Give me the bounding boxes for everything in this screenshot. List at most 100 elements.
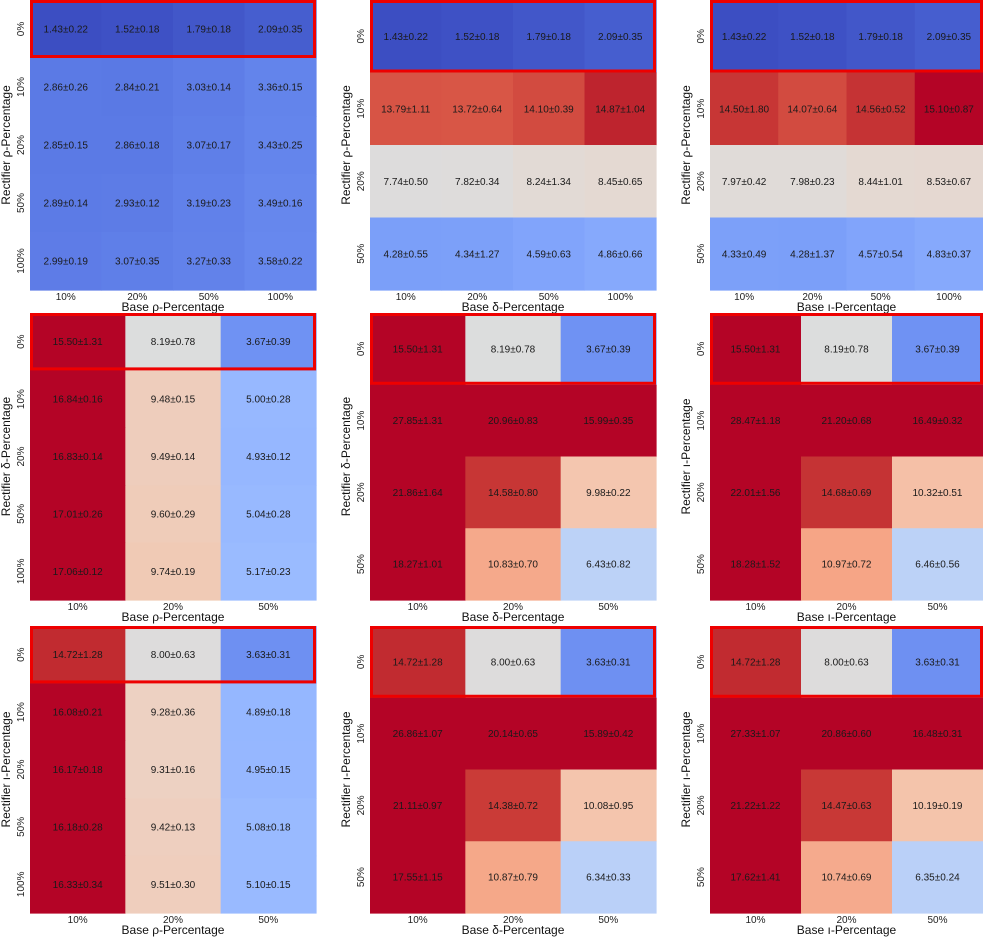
x-tick-label: 20% [802,292,822,303]
x-axis-label: Base ρ-Percentage [122,610,225,624]
heatmap-cell [892,626,983,699]
y-tick-label: 50% [696,244,707,264]
cell-value-label: 8.24±1.34 [527,177,572,188]
cell-value-label: 4.86±0.66 [598,249,643,260]
y-tick-label: 50% [16,817,27,837]
heatmap-cell [513,217,586,291]
cell-value-label: 21.11±0.97 [393,801,443,812]
cell-value-label: 16.18±0.28 [53,822,103,833]
heatmap-cell [710,769,802,842]
cell-value-label: 2.86±0.26 [44,83,89,94]
x-tick-label: 50% [199,292,219,303]
cell-value-label: 10.74±0.69 [822,873,872,884]
cell-value-label: 13.72±0.64 [452,104,502,115]
heatmap-cell [244,232,317,291]
cell-value-label: 3.63±0.31 [246,650,291,661]
y-tick-label: 0% [696,655,707,670]
heatmap-cell [220,485,317,544]
heatmap-cell [584,72,657,146]
x-axis-label: Base ı-Percentage [797,610,897,624]
cell-value-label: 14.56±0.52 [856,104,906,115]
cell-value-label: 4.89±0.18 [246,708,291,719]
cell-value-label: 18.27±1.01 [393,560,443,571]
heatmap-cell [560,528,657,601]
heatmap-panel-6: 15.50±1.31 8.19±0.78 3.67±0.39 28.47±1.18 21… [679,313,983,624]
heatmap-cell [125,485,222,544]
cell-value-label: 1.52±0.18 [790,32,835,43]
baseline-highlight-box [30,626,316,684]
cell-value-label: 16.48±0.31 [913,729,963,740]
heatmap-cell [801,528,893,601]
x-tick-label: 20% [503,602,523,613]
cell-value-label: 3.63±0.31 [915,657,960,668]
cell-value-label: 5.04±0.28 [246,509,291,520]
cell-value-label: 3.19±0.23 [187,199,232,210]
cell-value-label: 1.79±0.18 [527,32,572,43]
cell-value-label: 9.74±0.19 [151,567,196,578]
cell-value-label: 3.67±0.39 [915,344,960,355]
cell-value-label: 14.58±0.80 [488,488,538,499]
y-tick-label: 10% [696,411,707,431]
cell-value-label: 15.99±0.35 [583,416,633,427]
baseline-highlight-box [30,313,316,371]
cell-value-label: 6.43±0.82 [586,560,631,571]
cell-value-label: 26.86±1.07 [393,729,443,740]
heatmap-cell [892,456,983,529]
cell-value-label: 15.50±1.31 [393,344,443,355]
heatmap-cell [244,116,317,175]
y-tick-label: 0% [356,29,367,44]
y-tick-label: 100% [16,248,27,274]
heatmap-cell [584,0,657,74]
y-tick-label: 50% [696,867,707,887]
x-tick-label: 20% [836,915,856,926]
x-tick-label: 20% [467,292,487,303]
cell-value-label: 10.19±0.19 [913,801,963,812]
cell-value-label: 27.33±1.07 [731,729,781,740]
cell-value-label: 4.33±0.49 [722,249,767,260]
heatmap-cell [560,769,657,842]
y-tick-label: 0% [16,647,27,662]
heatmap-cell [465,626,562,699]
x-tick-label: 100% [936,292,962,303]
y-axis-label: Rectifier ı-Percentage [339,711,353,827]
cell-value-label: 1.43±0.22 [44,25,89,36]
heatmap-cell [710,626,802,699]
x-tick-label: 50% [258,915,278,926]
y-tick-label: 0% [16,334,27,349]
heatmap-cell [465,697,562,771]
cell-value-label: 8.00±0.63 [824,657,869,668]
heatmap-cell [30,626,126,684]
heatmap-panel-3: 1.43±0.22 1.52±0.18 1.79±0.18 2.09±0.35 14.5… [679,0,983,314]
x-tick-label: 50% [598,915,618,926]
heatmap-cell [801,841,893,914]
heatmap-cell [560,626,657,699]
heatmap-panel-2: 1.43±0.22 1.52±0.18 1.79±0.18 2.09±0.35 13.7… [339,0,657,314]
baseline-highlight-box [710,626,983,698]
cell-value-label: 2.09±0.35 [258,25,303,36]
x-tick-label: 10% [408,602,428,613]
cell-value-label: 2.89±0.14 [44,199,89,210]
x-tick-label: 10% [745,602,765,613]
y-tick-label: 0% [16,22,27,37]
heatmap-cell [370,313,466,386]
heatmap-cell [173,116,246,175]
cell-value-label: 14.47±0.63 [822,801,872,812]
y-tick-label: 20% [16,446,27,466]
heatmap-cell [892,769,983,842]
cell-value-label: 1.52±0.18 [115,25,160,36]
heatmap-cell [30,370,126,429]
y-tick-label: 50% [16,504,27,524]
baseline-highlight-box [370,313,656,385]
cell-value-label: 8.00±0.63 [491,657,536,668]
y-axis-label: Rectifier ρ-Percentage [339,85,353,205]
cell-value-label: 3.43±0.25 [258,141,303,152]
cell-value-label: 16.49±0.32 [913,416,963,427]
y-tick-label: 10% [16,77,27,97]
cell-value-label: 7.74±0.50 [384,177,429,188]
cell-value-label: 5.10±0.15 [246,880,291,891]
cell-value-label: 3.63±0.31 [586,657,631,668]
heatmap-panel-8: 14.72±1.28 8.00±0.63 3.63±0.31 26.86±1.07 20… [339,626,657,937]
x-tick-label: 50% [871,292,891,303]
cell-value-label: 15.50±1.31 [731,344,781,355]
heatmap-cell [778,145,848,219]
